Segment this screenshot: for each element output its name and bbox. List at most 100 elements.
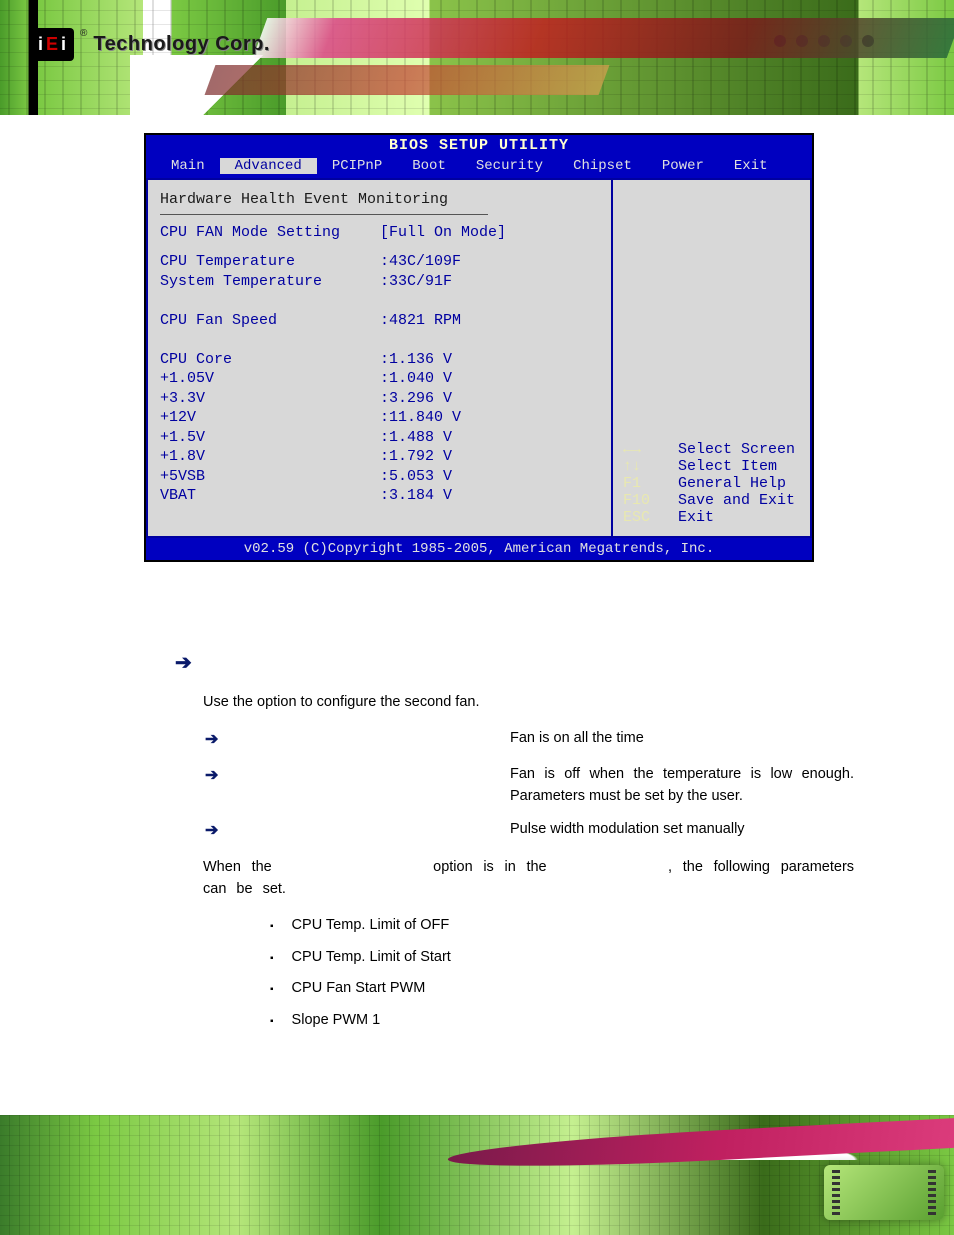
hint-key: ←→ (623, 441, 678, 458)
reading-label: +1.05V (160, 369, 380, 389)
reading-label: +3.3V (160, 389, 380, 409)
bios-tab: Main (156, 158, 220, 174)
reading-value: :3.296 V (380, 389, 452, 409)
bios-reading-row: +3.3V:3.296 V (160, 389, 599, 409)
bios-tab: Security (461, 158, 558, 174)
reading-label: CPU Fan Speed (160, 311, 380, 331)
decor-dots (774, 35, 874, 47)
reading-value: :1.488 V (380, 428, 452, 448)
document-content: ➔ Use the option to configure the second… (175, 648, 854, 1042)
reading-value: :4821 RPM (380, 311, 461, 331)
reading-label: System Temperature (160, 272, 380, 292)
hint-text: Select Screen (678, 441, 795, 458)
arrow-icon: ➔ (205, 819, 235, 843)
logo-i2: i (61, 34, 66, 55)
bios-tabs: MainAdvancedPCIPnPBootSecurityChipsetPow… (146, 156, 812, 178)
bios-tab: PCIPnP (317, 158, 397, 174)
hint-key: F1 (623, 475, 678, 492)
option-desc: Fan is off when the temperature is low e… (510, 764, 854, 808)
reading-value: :5.053 V (380, 467, 452, 487)
reading-label: +12V (160, 408, 380, 428)
bullet-item: CPU Fan Start PWM (270, 978, 854, 1000)
bios-readings: CPU Temperature:43C/109FSystem Temperatu… (160, 252, 599, 506)
bios-tab: Chipset (558, 158, 647, 174)
option-desc: Pulse width modulation set manually (510, 819, 854, 841)
bios-setting-label: CPU FAN Mode Setting (160, 223, 380, 243)
option-row: ➔ Fan is off when the temperature is low … (175, 764, 854, 808)
bios-tab: Boot (397, 158, 461, 174)
bios-window: BIOS SETUP UTILITY MainAdvancedPCIPnPBoo… (144, 133, 814, 562)
bullet-item: CPU Temp. Limit of OFF (270, 915, 854, 937)
option-row: ➔ Pulse width modulation set manually (175, 819, 854, 843)
intro-paragraph: Use the option to configure the second f… (203, 692, 854, 714)
logo-e: E (46, 34, 58, 55)
arrow-icon: ➔ (175, 648, 205, 678)
bios-tab: Power (647, 158, 719, 174)
bios-reading-row: CPU Temperature:43C/109F (160, 252, 599, 272)
options-list: ➔ Fan is on all the time ➔ Fan is off when … (175, 728, 854, 844)
bios-tab: Advanced (220, 158, 317, 174)
bios-hint-row: ←→Select Screen (623, 441, 800, 458)
bios-footer: v02.59 (C)Copyright 1985-2005, American … (146, 538, 812, 560)
reading-label: VBAT (160, 486, 380, 506)
bios-body: Hardware Health Event Monitoring CPU FAN… (146, 178, 812, 538)
reading-label: +5VSB (160, 467, 380, 487)
bios-setting-value: [Full On Mode] (380, 223, 506, 243)
footer-swoosh (400, 1115, 954, 1160)
reading-value: :33C/91F (380, 272, 452, 292)
bios-hint-row: ESCExit (623, 509, 800, 526)
reading-value: :11.840 V (380, 408, 461, 428)
option-row: ➔ Fan is on all the time (175, 728, 854, 752)
bios-reading-row (160, 291, 599, 311)
hint-text: Save and Exit (678, 492, 795, 509)
bios-reading-row: +1.8V:1.792 V (160, 447, 599, 467)
bios-reading-row: +1.5V:1.488 V (160, 428, 599, 448)
bios-section-title: Hardware Health Event Monitoring (160, 190, 488, 215)
bullet-item: CPU Temp. Limit of Start (270, 947, 854, 969)
reading-value: :3.184 V (380, 486, 452, 506)
logo-icon: i E i (30, 28, 74, 61)
hint-key: F10 (623, 492, 678, 509)
bios-hint-row: F1General Help (623, 475, 800, 492)
hint-text: Exit (678, 509, 714, 526)
bios-right-pane: ←→Select Screen↑↓Select ItemF1General He… (612, 178, 812, 538)
hint-key: ↑↓ (623, 458, 678, 475)
logo-reg: ® (80, 28, 87, 39)
footer-chip-icon (824, 1165, 944, 1220)
arrow-icon: ➔ (205, 764, 235, 788)
bios-reading-row: CPU Fan Speed:4821 RPM (160, 311, 599, 331)
reading-label: CPU Core (160, 350, 380, 370)
arrow-icon: ➔ (205, 728, 235, 752)
reading-label: +1.5V (160, 428, 380, 448)
bios-reading-row: CPU Core:1.136 V (160, 350, 599, 370)
bios-tab: Exit (719, 158, 783, 174)
bios-reading-row: System Temperature:33C/91F (160, 272, 599, 292)
bios-hint-row: ↑↓Select Item (623, 458, 800, 475)
logo-i: i (38, 34, 43, 55)
when-paragraph: When the option is in the , the followin… (203, 857, 854, 901)
reading-value: :1.040 V (380, 369, 452, 389)
reading-value: :1.136 V (380, 350, 452, 370)
footer-banner (0, 1115, 954, 1235)
decor-swoosh (130, 55, 954, 115)
reading-label: CPU Temperature (160, 252, 380, 272)
bios-title: BIOS SETUP UTILITY (146, 135, 812, 156)
bios-reading-row (160, 330, 599, 350)
bullet-list: CPU Temp. Limit of OFF CPU Temp. Limit of… (270, 915, 854, 1032)
reading-label: +1.8V (160, 447, 380, 467)
bios-hint-row: F10Save and Exit (623, 492, 800, 509)
bios-left-pane: Hardware Health Event Monitoring CPU FAN… (146, 178, 612, 538)
logo-text: Technology Corp. (93, 33, 270, 56)
bios-reading-row: +1.05V:1.040 V (160, 369, 599, 389)
logo: i E i ® Technology Corp. (30, 28, 270, 61)
bullet-item: Slope PWM 1 (270, 1010, 854, 1032)
bios-reading-row: +12V:11.840 V (160, 408, 599, 428)
reading-value: :1.792 V (380, 447, 452, 467)
bios-reading-row: VBAT:3.184 V (160, 486, 599, 506)
hint-text: Select Item (678, 458, 777, 475)
option-desc: Fan is on all the time (510, 728, 854, 750)
bios-hints: ←→Select Screen↑↓Select ItemF1General He… (623, 441, 800, 526)
reading-value: :43C/109F (380, 252, 461, 272)
hint-key: ESC (623, 509, 678, 526)
bios-setting-row: CPU FAN Mode Setting [Full On Mode] (160, 223, 599, 243)
